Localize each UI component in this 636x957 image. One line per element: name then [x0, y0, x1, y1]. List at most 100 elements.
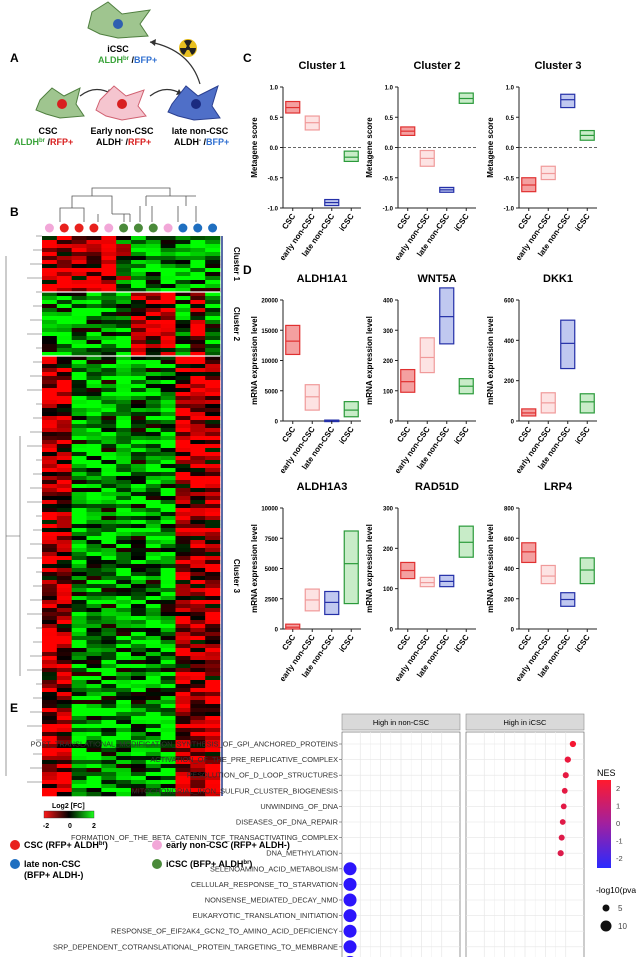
color-legend-tick: 2: [616, 784, 620, 793]
early-markers: ALDH- /RFP+: [96, 137, 151, 147]
legend-swatch: [10, 859, 20, 869]
y-axis-label: Metagene score: [486, 117, 495, 178]
column-group-dot: [163, 223, 173, 233]
column-group-dot: [89, 223, 99, 233]
y-tick-label: 200: [383, 547, 394, 553]
row-dendrogram: [5, 235, 42, 783]
box-csc: [400, 368, 416, 393]
panel-label-c: C: [243, 51, 252, 65]
early-marker1: ALDH: [96, 137, 121, 147]
y-tick-label: 20000: [261, 299, 278, 305]
pathway-label: SELENOAMINO_ACID_METABOLISM: [210, 864, 338, 873]
y-tick-label: 600: [504, 537, 515, 543]
cluster-label: Cluster 3: [232, 559, 241, 594]
pathway-label: UNWINDING_OF_DNA: [260, 802, 338, 811]
column-group-dot: [193, 223, 203, 233]
legend-label: iCSC (BFP+ ALDHbr): [166, 859, 252, 869]
box-early-non-csc: [419, 337, 435, 374]
csc-marker2: RFP+: [50, 137, 73, 147]
heatmap: Cluster 1 Cluster 2 Cluster 3 Log2 [FC] -2 0 2: [5, 187, 241, 830]
pathway-label: EUKARYOTIC_TRANSLATION_INITIATION: [193, 911, 338, 920]
pathway-dot: [561, 787, 568, 794]
column-group-dot: [44, 223, 54, 233]
color-scale-tick: 2: [92, 823, 96, 830]
icsc-sup: br: [123, 56, 130, 62]
facet-title: High in non-CSC: [373, 718, 430, 727]
pathway-dot: [562, 772, 569, 779]
pathway-dot: [557, 850, 564, 857]
y-tick-label: 1.0: [506, 86, 515, 92]
legend-label: CSC (RFP+ ALDHbr): [24, 840, 108, 850]
box-csc: [285, 623, 301, 630]
box-icsc: [458, 525, 474, 558]
chart-title: LRP4: [544, 481, 573, 493]
y-axis-label: Metagene score: [365, 117, 374, 178]
y-tick-label: 1.0: [270, 86, 279, 92]
x-tick-label: CSC: [280, 425, 297, 444]
chart-title: DKK1: [543, 273, 573, 285]
y-tick-label: 0.0: [506, 146, 515, 152]
legend-label: early non-CSC (RFP+ ALDH-): [166, 840, 290, 850]
color-legend-tick: -1: [616, 837, 623, 846]
x-tick-label: iCSC: [453, 425, 471, 446]
x-tick-label: CSC: [280, 212, 297, 231]
boxplot-aldh1a1: ALDH1A1 20000 15000 10000 5000 0 mRNA expressi…: [250, 273, 361, 475]
cluster-label: Cluster 1: [232, 247, 241, 282]
late-sup: -: [199, 138, 201, 144]
pathway-dot: [343, 893, 357, 907]
y-tick-label: 400: [504, 339, 515, 345]
y-tick-label: 5000: [265, 567, 279, 573]
y-tick-label: 300: [383, 507, 394, 513]
y-tick-label: 0.0: [270, 146, 279, 152]
y-tick-label: 200: [383, 359, 394, 365]
csc-marker1: ALDH: [14, 137, 39, 147]
chart-title: Cluster 2: [413, 60, 460, 72]
boxplot-lrp4: LRP4 800 600 400 200 0 mRNA expression level CS…: [486, 481, 597, 683]
pathway-label: POST_TRANSLATIONAL_MODIFICATION_SYNTHESI…: [31, 740, 338, 749]
pathway-dot: [343, 877, 357, 891]
size-legend-title: -log10(pval): [596, 885, 636, 895]
color-legend-tick: 0: [616, 819, 620, 828]
chart-title: RAD51D: [415, 481, 459, 493]
boxplot-cluster-2: Cluster 2 1.0 0.5 0.0 -0.5 -1.0 Metagene score…: [365, 60, 476, 262]
facet-header: [341, 713, 461, 731]
icsc-nucleus-icon: [113, 19, 123, 29]
heatmap-cells: [42, 236, 221, 797]
box-late-non-csc: [439, 287, 455, 345]
pathway-label: DISEASES_OF_DNA_REPAIR: [236, 818, 338, 827]
chart-title: Cluster 1: [298, 60, 345, 72]
y-tick-label: 10000: [261, 507, 278, 513]
y-tick-label: 1.0: [385, 86, 394, 92]
pathway-dot: [569, 740, 577, 748]
box-late-non-csc: [324, 590, 340, 616]
pathway-dot: [343, 924, 357, 938]
box-icsc: [343, 150, 359, 163]
pathway-dot: [559, 819, 566, 825]
color-scale-tick: 0: [68, 823, 72, 830]
pathway-dot: [560, 803, 567, 810]
y-tick-label: -0.5: [504, 176, 515, 182]
y-axis-label: mRNA expression level: [250, 524, 259, 613]
early-sup: -: [121, 138, 123, 144]
x-tick-label: iCSC: [574, 633, 592, 654]
boxplot-cluster-1: Cluster 1 1.0 0.5 0.0 -0.5 -1.0 Metagene score…: [250, 60, 361, 262]
y-tick-label: 200: [504, 379, 515, 385]
y-tick-label: -1.0: [383, 207, 394, 213]
late-marker1: ALDH: [174, 137, 199, 147]
pathway-dot: [564, 756, 571, 763]
column-group-dot: [74, 223, 84, 233]
panel-label-a: A: [10, 51, 19, 65]
size-legend-tick: 10: [618, 922, 627, 931]
pathway-label: RESPONSE_OF_EIF2AK4_GCN2_TO_AMINO_ACID_D…: [111, 927, 338, 936]
y-tick-label: -0.5: [268, 176, 279, 182]
icsc-slash: /: [129, 55, 135, 65]
y-tick-label: -1.0: [268, 207, 279, 213]
pathway-label: ACTIVATION_OF_THE_PRE_REPLICATIVE_COMPLE…: [150, 755, 338, 764]
pathway-label: DNA_METHYLATION: [266, 849, 338, 858]
y-tick-label: 400: [504, 567, 515, 573]
column-group-dot: [59, 223, 69, 233]
x-tick-label: iCSC: [338, 633, 356, 654]
boxplot-aldh1a3: ALDH1A3 10000 7500 5000 2500 0 mRNA expression…: [250, 481, 361, 683]
